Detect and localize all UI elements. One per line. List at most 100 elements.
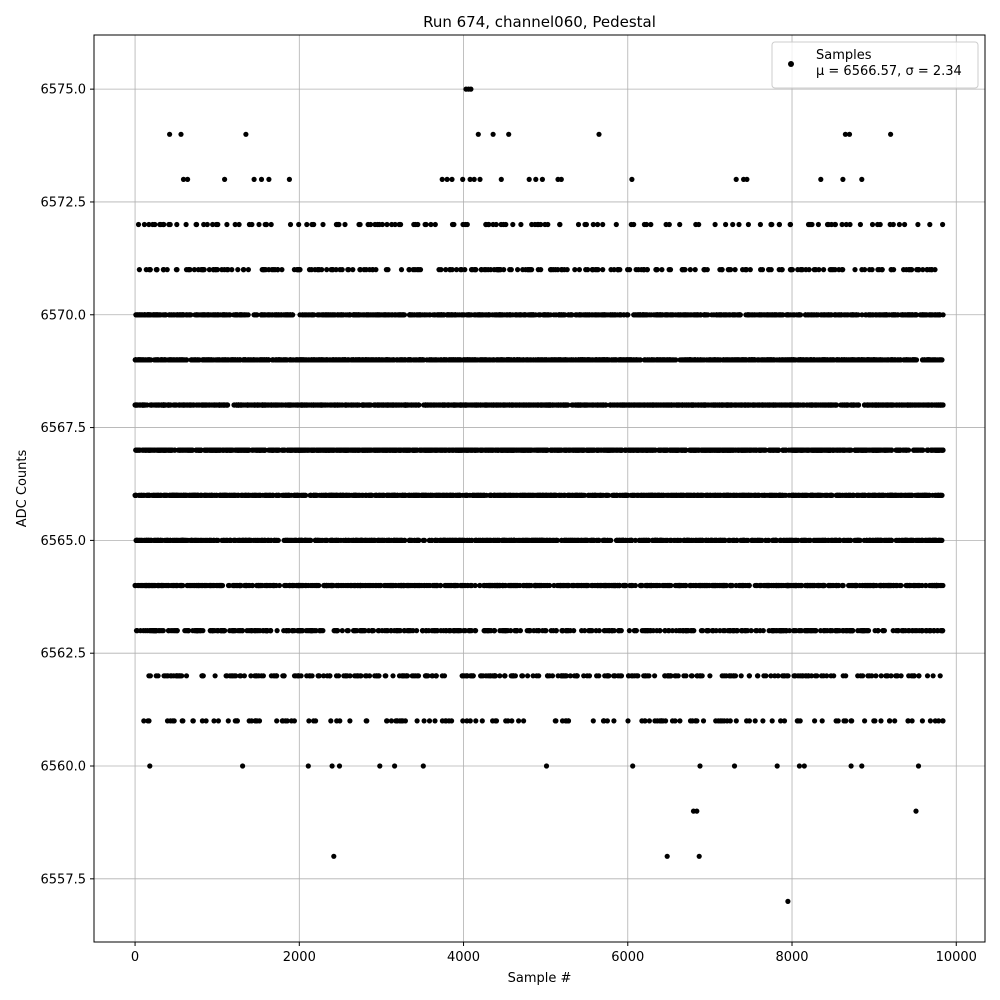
data-point <box>289 402 295 408</box>
data-point <box>611 357 617 363</box>
data-point <box>703 402 709 408</box>
data-point <box>444 312 450 318</box>
data-point <box>343 402 349 408</box>
data-point <box>637 357 644 363</box>
data-point <box>565 312 572 318</box>
data-point <box>682 312 688 318</box>
data-point <box>375 402 381 408</box>
data-point <box>309 447 316 453</box>
data-point <box>856 402 862 408</box>
data-point <box>162 402 168 408</box>
data-point <box>595 312 602 318</box>
data-point <box>622 447 628 453</box>
data-point <box>491 357 497 363</box>
data-point <box>315 312 321 318</box>
data-point <box>486 312 492 318</box>
data-point <box>799 357 805 363</box>
data-point <box>319 402 325 408</box>
data-point <box>709 312 715 318</box>
data-point <box>712 447 718 453</box>
data-point <box>272 312 278 318</box>
data-point <box>849 312 856 318</box>
data-point <box>229 447 235 453</box>
data-point <box>238 402 244 408</box>
data-point <box>536 312 543 318</box>
data-point <box>200 312 206 318</box>
data-point <box>315 447 321 453</box>
data-point <box>795 402 801 408</box>
data-point <box>919 447 926 453</box>
data-point <box>768 447 774 453</box>
data-point <box>227 312 233 318</box>
data-point <box>205 312 212 318</box>
data-point <box>205 357 211 363</box>
data-point <box>790 447 796 453</box>
data-point <box>725 312 731 318</box>
data-point <box>908 312 914 318</box>
data-point <box>607 447 614 453</box>
data-point <box>426 357 432 363</box>
data-point <box>446 447 452 453</box>
data-point <box>755 402 761 408</box>
data-point <box>510 447 516 453</box>
data-point <box>600 402 607 408</box>
data-point <box>648 312 654 318</box>
data-point <box>906 447 912 453</box>
data-point <box>272 402 278 408</box>
data-point <box>244 447 250 453</box>
data-point <box>328 402 334 408</box>
data-point <box>623 357 629 363</box>
data-point <box>672 447 678 453</box>
data-point <box>147 447 153 453</box>
data-point <box>911 447 917 453</box>
data-point <box>203 447 209 453</box>
data-point <box>232 402 238 408</box>
data-point <box>900 447 906 453</box>
plot-area <box>94 35 985 942</box>
data-point <box>468 447 474 453</box>
data-point <box>421 447 427 453</box>
data-point <box>812 402 818 408</box>
data-point <box>279 447 285 453</box>
data-point <box>452 312 459 318</box>
data-point <box>900 312 906 318</box>
data-point <box>890 357 896 363</box>
data-point <box>229 357 235 363</box>
data-point <box>532 357 539 363</box>
data-point <box>539 357 545 363</box>
data-point <box>199 402 205 408</box>
data-point <box>789 402 795 408</box>
data-point <box>791 312 797 318</box>
data-point <box>644 447 650 453</box>
data-point <box>309 312 315 318</box>
data-point <box>540 312 546 318</box>
data-point <box>330 357 336 363</box>
data-point <box>245 357 251 363</box>
data-point <box>859 312 865 318</box>
data-point <box>730 447 736 453</box>
data-point <box>388 312 394 318</box>
data-point <box>280 312 287 318</box>
data-point <box>932 402 938 408</box>
data-point <box>257 447 263 453</box>
data-point <box>635 402 642 408</box>
data-point <box>315 357 321 363</box>
data-point <box>175 447 181 453</box>
data-point <box>765 312 771 318</box>
data-point <box>278 402 285 408</box>
data-point <box>273 357 279 363</box>
data-point <box>352 447 358 453</box>
data-point <box>682 402 688 408</box>
data-point <box>254 312 260 318</box>
data-point <box>895 357 901 363</box>
data-point <box>594 447 600 453</box>
data-point <box>937 312 943 318</box>
data-point <box>485 357 492 363</box>
data-point <box>355 357 361 363</box>
data-point <box>761 357 767 363</box>
data-point <box>612 312 618 318</box>
data-point <box>295 402 301 408</box>
data-point <box>354 312 360 318</box>
data-point <box>158 357 164 363</box>
data-point <box>858 447 864 453</box>
